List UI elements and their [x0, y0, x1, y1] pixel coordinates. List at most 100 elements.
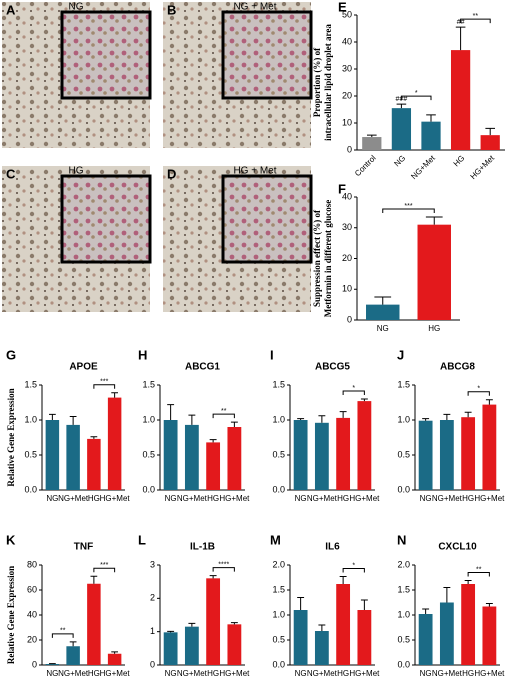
bar	[87, 583, 101, 665]
x-tick-label: NG+Met	[177, 669, 208, 678]
micrograph-label: HG	[69, 166, 84, 177]
panel-letter: C	[6, 166, 16, 181]
bar	[87, 438, 101, 490]
y-axis-label: Relative Gene Expression	[6, 566, 16, 664]
significance-bracket	[93, 384, 116, 389]
error-bar	[318, 415, 326, 423]
bar	[45, 420, 60, 490]
bar	[206, 442, 221, 490]
y-tick-label: 0.0	[142, 484, 155, 494]
error-bar	[360, 599, 368, 610]
y-tick-label: 0.0	[397, 659, 410, 669]
y-tick-label: 1.5	[142, 379, 155, 389]
error-bar	[464, 411, 472, 418]
error-bar	[111, 651, 118, 654]
significance-bracket	[400, 95, 432, 101]
y-tick-label: 1.5	[397, 379, 410, 389]
significance-label: ***	[100, 379, 108, 386]
y-tick-label: 40	[342, 36, 352, 46]
chart-title: CXCL10	[438, 542, 477, 553]
error-bar	[455, 26, 466, 51]
x-tick-label: HG	[88, 669, 100, 678]
x-tick-label: Control	[353, 153, 378, 178]
x-tick-label: HG+Met	[474, 494, 505, 503]
bar	[417, 224, 451, 320]
error-bar	[366, 134, 377, 138]
x-tick-label: HG	[207, 494, 219, 503]
x-tick-label: HG+Met	[349, 494, 380, 503]
y-tick-label: 0	[32, 659, 37, 669]
error-bar	[90, 436, 98, 439]
bar	[366, 304, 400, 320]
y-tick-label: 20	[342, 90, 352, 100]
bar	[450, 50, 471, 150]
y-axis-label: Metformin in different glucose	[323, 200, 333, 318]
x-tick-label: NG+Met	[177, 494, 208, 503]
significance-label: **	[476, 566, 482, 573]
bar	[418, 614, 433, 665]
bar	[439, 420, 454, 490]
chart-title: IL6	[325, 542, 340, 553]
error-bar	[69, 416, 77, 425]
panel-letter: J	[397, 347, 404, 362]
y-tick-label: 1	[150, 626, 155, 636]
y-tick-label: 0.5	[397, 449, 410, 459]
error-bar	[464, 580, 472, 584]
bar	[184, 626, 199, 665]
panel-letter: K	[6, 532, 16, 547]
y-tick-label: 1.5	[272, 379, 285, 389]
x-tick-label: HG+Met	[219, 494, 250, 503]
x-tick-label: HG+Met	[100, 494, 131, 503]
micrograph-label: HG + Met	[233, 166, 276, 177]
y-axis-label: Relative Gene Expression	[6, 388, 16, 486]
inset	[60, 10, 152, 100]
significance-bracket	[382, 208, 435, 213]
micrograph-label: NG	[69, 2, 84, 13]
panel-letter: I	[270, 347, 274, 362]
bar	[357, 610, 372, 665]
error-bar	[396, 103, 407, 109]
bar	[482, 606, 497, 665]
panel-letter: A	[6, 2, 16, 17]
chart-title: ABCG5	[315, 362, 350, 373]
panel-letter: D	[167, 166, 176, 181]
error-bar	[209, 575, 217, 579]
y-axis-label: intracellular lipid droplet area	[323, 24, 333, 141]
y-tick-label: 0.0	[24, 484, 37, 494]
y-tick-label: 0	[347, 144, 352, 154]
panel-letter: N	[397, 532, 406, 547]
y-axis-label: Proportion (%) of	[312, 47, 322, 117]
error-bar	[360, 398, 368, 402]
bar	[293, 420, 308, 490]
bar	[66, 424, 80, 490]
significance-label: ***	[404, 203, 412, 210]
x-tick-label: HG	[337, 669, 349, 678]
y-tick-label: 0	[347, 314, 352, 324]
bar	[314, 631, 329, 665]
chart-title: IL-1B	[190, 542, 215, 553]
bar	[184, 424, 199, 490]
bar	[163, 632, 178, 665]
y-tick-label: 10	[342, 284, 352, 294]
error-bar	[90, 575, 98, 584]
y-tick-label: 0.0	[272, 484, 285, 494]
bar	[418, 420, 433, 490]
x-tick-label: HG+Met	[469, 153, 497, 181]
error-bar	[188, 414, 196, 425]
x-tick-label: NG	[46, 669, 58, 678]
x-tick-label: NG+Met	[409, 153, 437, 181]
error-bar	[209, 439, 217, 443]
bar	[439, 602, 454, 665]
bar	[480, 135, 500, 150]
y-tick-label: 50	[342, 9, 352, 19]
x-tick-label: NG+Met	[307, 494, 338, 503]
x-tick-label: HG+Met	[474, 669, 505, 678]
x-tick-label: NG	[165, 669, 177, 678]
inset	[221, 10, 313, 100]
error-bar	[422, 608, 430, 614]
bar	[421, 121, 441, 150]
x-tick-label: NG+Met	[432, 494, 463, 503]
chart-title: ABCG8	[440, 362, 475, 373]
y-tick-label: 0.5	[24, 449, 37, 459]
x-tick-label: HG+Met	[219, 669, 250, 678]
